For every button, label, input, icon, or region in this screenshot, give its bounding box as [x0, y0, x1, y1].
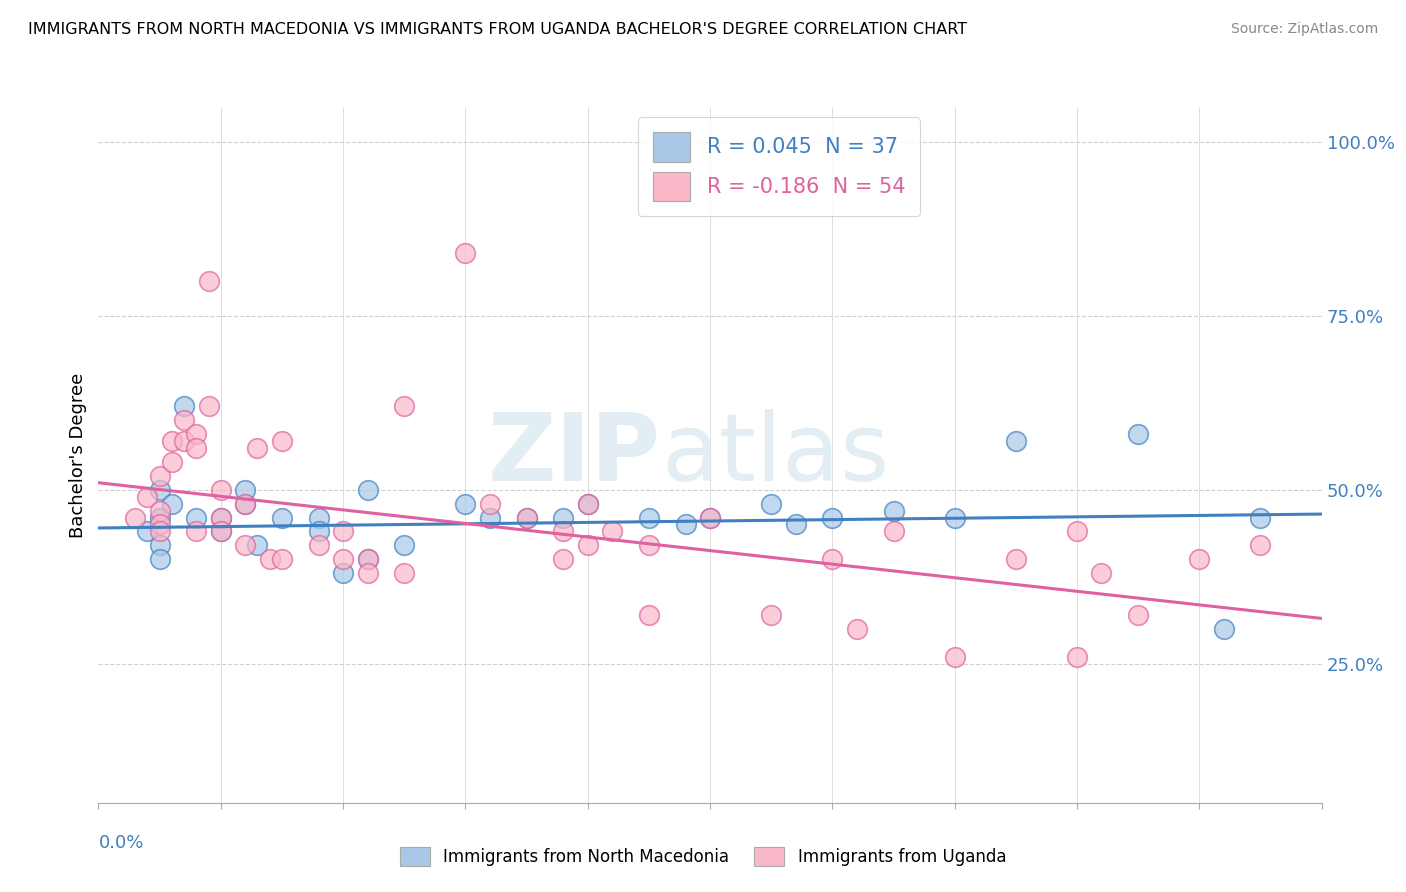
Point	[699, 510, 721, 524]
Point	[821, 510, 844, 524]
Point	[356, 552, 378, 566]
Legend: Immigrants from North Macedonia, Immigrants from Uganda: Immigrants from North Macedonia, Immigra…	[392, 838, 1014, 875]
Point	[149, 468, 172, 483]
Point	[600, 524, 623, 539]
Point	[209, 524, 232, 539]
Point	[883, 524, 905, 539]
Point	[759, 497, 782, 511]
Point	[233, 497, 256, 511]
Point	[160, 455, 183, 469]
Point	[209, 510, 232, 524]
Point	[332, 524, 354, 539]
Point	[699, 510, 721, 524]
Point	[160, 497, 183, 511]
Text: 0.0%: 0.0%	[98, 834, 143, 852]
Point	[943, 510, 966, 524]
Point	[1212, 622, 1234, 636]
Point	[356, 552, 378, 566]
Point	[149, 524, 172, 539]
Point	[1128, 607, 1150, 622]
Point	[356, 566, 378, 581]
Point	[186, 427, 208, 442]
Point	[1066, 649, 1088, 664]
Point	[392, 399, 416, 413]
Point	[259, 552, 281, 566]
Point	[308, 524, 330, 539]
Point	[637, 510, 661, 524]
Point	[270, 552, 292, 566]
Point	[149, 510, 172, 524]
Text: Source: ZipAtlas.com: Source: ZipAtlas.com	[1230, 22, 1378, 37]
Point	[186, 524, 208, 539]
Point	[356, 483, 378, 497]
Point	[136, 524, 159, 539]
Point	[209, 510, 232, 524]
Point	[197, 399, 219, 413]
Point	[308, 538, 330, 552]
Point	[454, 246, 477, 260]
Point	[233, 483, 256, 497]
Point	[478, 497, 501, 511]
Point	[821, 552, 844, 566]
Point	[149, 517, 172, 532]
Point	[637, 607, 661, 622]
Point	[1066, 524, 1088, 539]
Point	[124, 510, 146, 524]
Point	[270, 510, 292, 524]
Point	[516, 510, 538, 524]
Point	[149, 503, 172, 517]
Point	[149, 538, 172, 552]
Point	[675, 517, 697, 532]
Point	[1128, 427, 1150, 442]
Point	[845, 622, 868, 636]
Point	[270, 434, 292, 448]
Point	[1249, 538, 1271, 552]
Point	[186, 510, 208, 524]
Point	[308, 510, 330, 524]
Point	[246, 538, 269, 552]
Point	[1188, 552, 1211, 566]
Point	[173, 434, 195, 448]
Point	[943, 649, 966, 664]
Point	[553, 552, 575, 566]
Point	[1004, 434, 1026, 448]
Point	[233, 497, 256, 511]
Point	[1004, 552, 1026, 566]
Point	[209, 524, 232, 539]
Point	[209, 483, 232, 497]
Point	[576, 538, 599, 552]
Point	[233, 538, 256, 552]
Point	[173, 399, 195, 413]
Point	[553, 524, 575, 539]
Point	[149, 552, 172, 566]
Point	[186, 441, 208, 455]
Point	[637, 538, 661, 552]
Point	[759, 607, 782, 622]
Point	[392, 538, 416, 552]
Point	[516, 510, 538, 524]
Point	[553, 510, 575, 524]
Point	[392, 566, 416, 581]
Point	[478, 510, 501, 524]
Point	[246, 441, 269, 455]
Point	[173, 413, 195, 427]
Point	[1090, 566, 1112, 581]
Point	[454, 497, 477, 511]
Point	[576, 497, 599, 511]
Point	[1249, 510, 1271, 524]
Legend: R = 0.045  N = 37, R = -0.186  N = 54: R = 0.045 N = 37, R = -0.186 N = 54	[638, 118, 920, 216]
Point	[136, 490, 159, 504]
Point	[332, 552, 354, 566]
Text: atlas: atlas	[661, 409, 890, 501]
Point	[160, 434, 183, 448]
Point	[883, 503, 905, 517]
Text: ZIP: ZIP	[488, 409, 661, 501]
Point	[785, 517, 807, 532]
Y-axis label: Bachelor's Degree: Bachelor's Degree	[69, 372, 87, 538]
Text: IMMIGRANTS FROM NORTH MACEDONIA VS IMMIGRANTS FROM UGANDA BACHELOR'S DEGREE CORR: IMMIGRANTS FROM NORTH MACEDONIA VS IMMIG…	[28, 22, 967, 37]
Point	[197, 274, 219, 288]
Point	[332, 566, 354, 581]
Point	[576, 497, 599, 511]
Point	[149, 483, 172, 497]
